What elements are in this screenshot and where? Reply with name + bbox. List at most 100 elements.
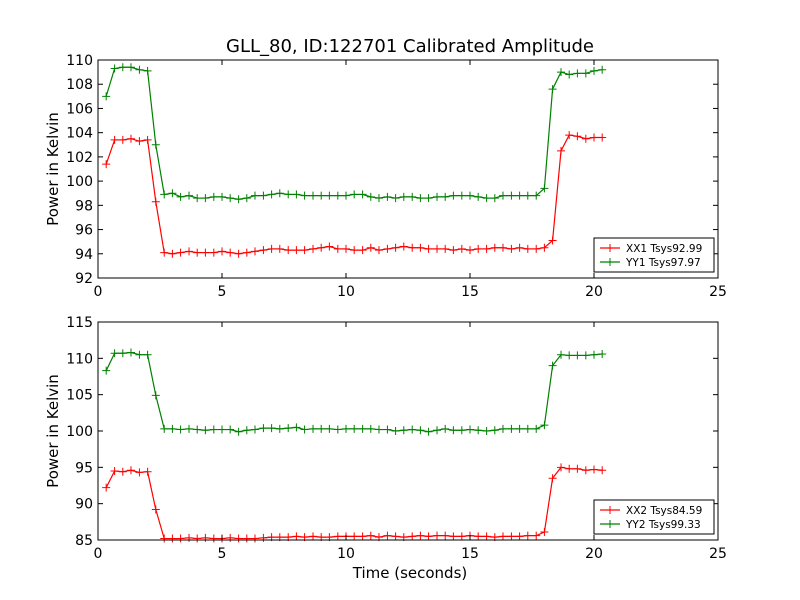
- data-point: [300, 425, 309, 434]
- data-point: [399, 242, 408, 251]
- data-point: [507, 191, 516, 200]
- data-point: [466, 246, 474, 255]
- legend-entry: XX1 Tsys92.99: [626, 243, 702, 255]
- data-point: [300, 246, 309, 255]
- y-axis-label: Power in Kelvin: [44, 374, 62, 488]
- data-point: [110, 64, 119, 73]
- data-point: [515, 191, 524, 200]
- data-point: [126, 63, 135, 72]
- data-point: [151, 140, 160, 149]
- data-point: [540, 243, 549, 252]
- x-tick-label: 10: [337, 546, 355, 562]
- data-point: [292, 190, 301, 199]
- data-point: [416, 194, 425, 203]
- data-point: [408, 532, 417, 541]
- data-point: [523, 424, 532, 433]
- data-point: [408, 425, 417, 434]
- data-point: [193, 194, 202, 203]
- data-point: [309, 244, 318, 253]
- data-point: [457, 426, 466, 435]
- data-point: [515, 532, 524, 541]
- data-point: [532, 424, 541, 433]
- data-point: [598, 133, 607, 142]
- data-point: [342, 424, 350, 433]
- data-point: [449, 426, 458, 435]
- data-point: [218, 247, 226, 256]
- data-point: [209, 534, 218, 543]
- data-point: [185, 191, 194, 200]
- data-point: [250, 247, 259, 256]
- data-point: [300, 191, 309, 200]
- data-point: [309, 191, 318, 200]
- data-point: [250, 191, 259, 200]
- data-point: [433, 531, 442, 540]
- data-point: [391, 194, 400, 203]
- data-point: [358, 532, 367, 541]
- data-point: [433, 192, 442, 201]
- data-point: [374, 246, 383, 255]
- y-tick-label: 108: [66, 77, 93, 93]
- data-point: [201, 194, 210, 203]
- data-point: [143, 135, 152, 144]
- data-point: [185, 247, 194, 256]
- data-point: [143, 66, 152, 75]
- data-point: [350, 424, 359, 433]
- data-point: [457, 532, 466, 541]
- data-point: [193, 425, 202, 434]
- data-point: [333, 244, 342, 253]
- legend: XX1 Tsys92.99 YY1 Tsys97.97: [593, 237, 715, 273]
- data-point: [126, 348, 135, 357]
- data-point: [581, 466, 590, 475]
- series-line-2-1: [105, 466, 603, 540]
- top-panel: 0 5 10 15 20 25 92 94 96 98 100 102 104 106 108 110 Powe…: [44, 53, 727, 300]
- data-point: [118, 135, 127, 144]
- data-point: [168, 534, 177, 543]
- data-point: [160, 424, 169, 433]
- data-point: [416, 531, 425, 540]
- data-point: [383, 531, 392, 540]
- y-tick-label: 92: [75, 271, 93, 287]
- data-point: [358, 190, 367, 199]
- data-point: [193, 248, 202, 257]
- legend-entry: YY1 Tsys97.97: [625, 257, 701, 269]
- data-point: [457, 191, 466, 200]
- data-point: [557, 68, 566, 77]
- data-point: [151, 197, 160, 206]
- data-point: [515, 243, 524, 252]
- data-point: [317, 191, 326, 200]
- data-point: [449, 191, 458, 200]
- data-point: [474, 192, 483, 201]
- data-point: [383, 425, 392, 434]
- data-point: [466, 191, 474, 200]
- plot-frame: [97, 59, 719, 279]
- series-line-2-2: [105, 351, 603, 433]
- y-tick-label: 106: [66, 101, 93, 117]
- data-point: [350, 246, 359, 255]
- data-point: [408, 243, 417, 252]
- data-point: [259, 424, 268, 433]
- data-point: [548, 85, 557, 94]
- data-point: [292, 246, 301, 255]
- data-point: [226, 533, 235, 542]
- x-tick-label: 10: [337, 284, 355, 300]
- data-point: [441, 424, 450, 433]
- data-point: [160, 248, 169, 257]
- data-point: [391, 427, 400, 435]
- data-point: [424, 532, 433, 541]
- data-point: [275, 189, 284, 198]
- data-point: [226, 248, 235, 257]
- data-point: [523, 244, 532, 253]
- data-point: [498, 243, 507, 252]
- data-point: [151, 505, 160, 514]
- data-point: [399, 192, 408, 201]
- data-point: [185, 533, 194, 542]
- data-point: [333, 191, 342, 200]
- data-point: [151, 391, 160, 400]
- data-point: [573, 69, 582, 78]
- data-point: [317, 243, 326, 252]
- data-point: [490, 243, 499, 252]
- data-point: [333, 532, 342, 541]
- data-point: [325, 191, 334, 200]
- data-point: [466, 425, 474, 434]
- data-point: [350, 532, 359, 541]
